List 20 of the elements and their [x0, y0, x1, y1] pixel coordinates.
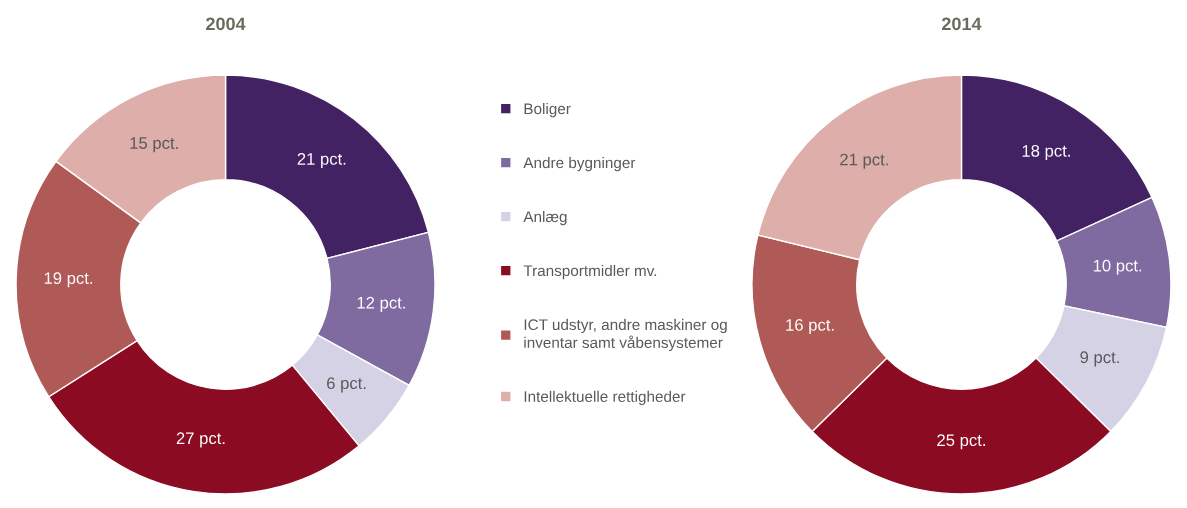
data-label: 21 pct.	[297, 153, 346, 169]
data-label: 10 pct.	[1093, 259, 1142, 275]
data-label: 18 pct.	[1022, 144, 1070, 161]
data-label: 12 pct.	[357, 296, 405, 312]
data-label: 27 pct.	[176, 432, 225, 448]
slice-label: 2014	[942, 17, 982, 31]
data-label: 19 pct.	[44, 272, 92, 288]
legend-label: Intellektuelle rettigheder	[524, 390, 686, 406]
data-label: 16 pct.	[786, 319, 834, 335]
data-label: 21 pct.	[840, 153, 888, 169]
data-label: 15 pct.	[130, 137, 178, 153]
data-label: 25 pct.	[937, 434, 985, 450]
legend-label: Transportmidler mv.	[523, 264, 657, 280]
slice-label: 2004	[206, 17, 246, 31]
data-label: 6 pct.	[327, 377, 366, 393]
legend-label: Boliger	[524, 102, 571, 118]
legend-label: Andre bygninger	[523, 156, 636, 172]
legend-label: ICT udstyr, andre maskiner og inventar samt våbensystemer	[524, 318, 727, 352]
data-label: 9 pct.	[1080, 351, 1119, 367]
legend-label: Anlæg	[523, 210, 567, 226]
